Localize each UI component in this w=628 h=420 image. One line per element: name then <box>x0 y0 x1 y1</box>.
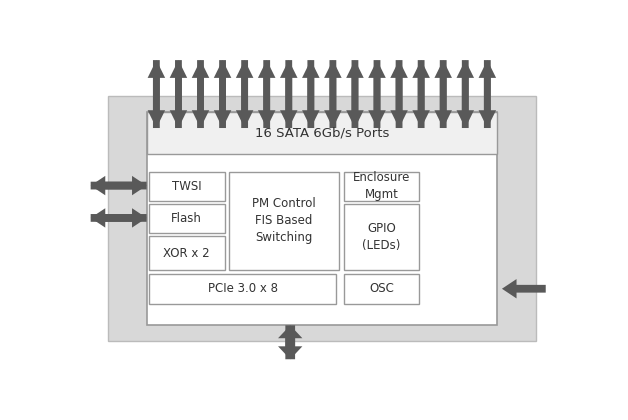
FancyBboxPatch shape <box>149 273 337 304</box>
Polygon shape <box>236 60 253 128</box>
FancyBboxPatch shape <box>344 204 420 270</box>
FancyBboxPatch shape <box>147 112 497 325</box>
Text: Enclosure
Mgmt: Enclosure Mgmt <box>353 171 410 201</box>
Polygon shape <box>148 60 165 128</box>
FancyBboxPatch shape <box>149 236 225 270</box>
Polygon shape <box>148 60 165 128</box>
Polygon shape <box>90 208 147 228</box>
Polygon shape <box>258 60 276 128</box>
Text: 16 SATA 6Gb/s Ports: 16 SATA 6Gb/s Ports <box>255 126 389 139</box>
Polygon shape <box>214 60 231 128</box>
Polygon shape <box>280 60 298 128</box>
Polygon shape <box>192 60 209 128</box>
Polygon shape <box>368 60 386 128</box>
Polygon shape <box>90 176 147 195</box>
FancyBboxPatch shape <box>344 172 420 201</box>
Polygon shape <box>302 60 320 128</box>
Polygon shape <box>280 60 298 128</box>
FancyBboxPatch shape <box>108 96 536 341</box>
Polygon shape <box>324 60 342 128</box>
Polygon shape <box>170 60 187 128</box>
Text: XOR x 2: XOR x 2 <box>163 247 210 260</box>
Polygon shape <box>236 60 253 128</box>
Polygon shape <box>278 325 303 359</box>
Polygon shape <box>302 60 320 128</box>
Text: PCIe 3.0 x 8: PCIe 3.0 x 8 <box>208 282 278 295</box>
Text: PM Control
FIS Based
Switching: PM Control FIS Based Switching <box>252 197 316 244</box>
Polygon shape <box>391 60 408 128</box>
Polygon shape <box>457 60 474 128</box>
FancyBboxPatch shape <box>229 172 339 270</box>
Text: TWSI: TWSI <box>172 180 202 193</box>
FancyBboxPatch shape <box>344 273 420 304</box>
Polygon shape <box>457 60 474 128</box>
Polygon shape <box>391 60 408 128</box>
Text: OSC: OSC <box>369 282 394 295</box>
Text: Flash: Flash <box>171 212 202 225</box>
Polygon shape <box>346 60 364 128</box>
Polygon shape <box>479 60 496 128</box>
FancyBboxPatch shape <box>149 204 225 233</box>
Polygon shape <box>413 60 430 128</box>
Polygon shape <box>435 60 452 128</box>
FancyBboxPatch shape <box>149 172 225 201</box>
Polygon shape <box>324 60 342 128</box>
Polygon shape <box>368 60 386 128</box>
Polygon shape <box>90 208 147 228</box>
Polygon shape <box>90 176 147 195</box>
Polygon shape <box>258 60 276 128</box>
Polygon shape <box>413 60 430 128</box>
Polygon shape <box>435 60 452 128</box>
FancyBboxPatch shape <box>147 112 497 154</box>
Polygon shape <box>170 60 187 128</box>
Polygon shape <box>192 60 209 128</box>
Polygon shape <box>479 60 496 128</box>
Polygon shape <box>346 60 364 128</box>
Polygon shape <box>502 279 546 299</box>
Polygon shape <box>214 60 231 128</box>
Text: GPIO
(LEDs): GPIO (LEDs) <box>362 222 401 252</box>
Polygon shape <box>278 325 303 359</box>
